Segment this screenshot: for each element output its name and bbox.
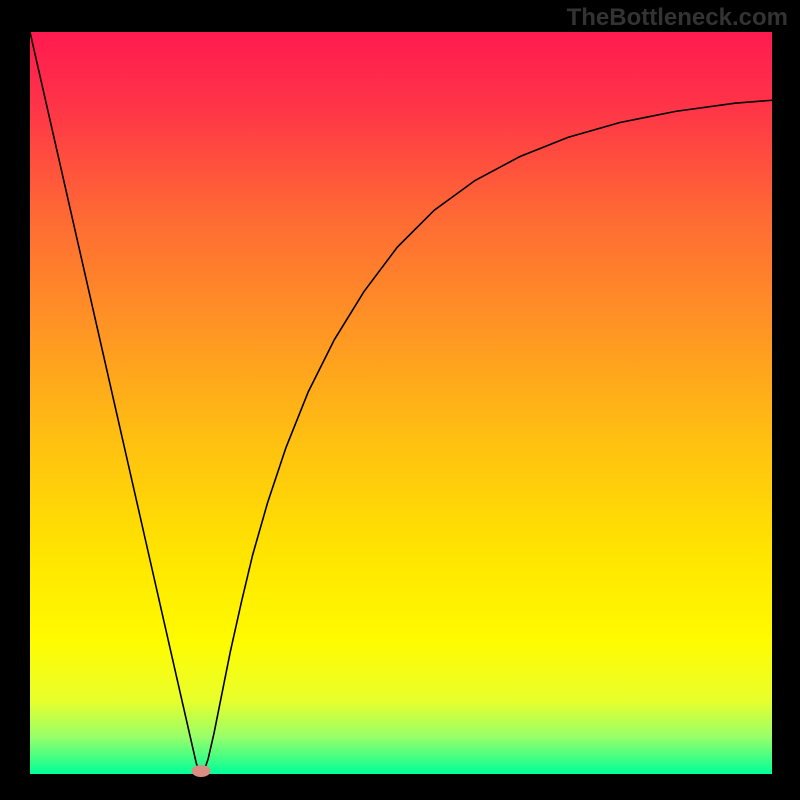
plot-area (30, 32, 772, 774)
curve-overlay (30, 32, 772, 774)
watermark-text: TheBottleneck.com (567, 4, 788, 32)
minimum-marker (192, 765, 211, 777)
bottleneck-curve (30, 32, 772, 774)
